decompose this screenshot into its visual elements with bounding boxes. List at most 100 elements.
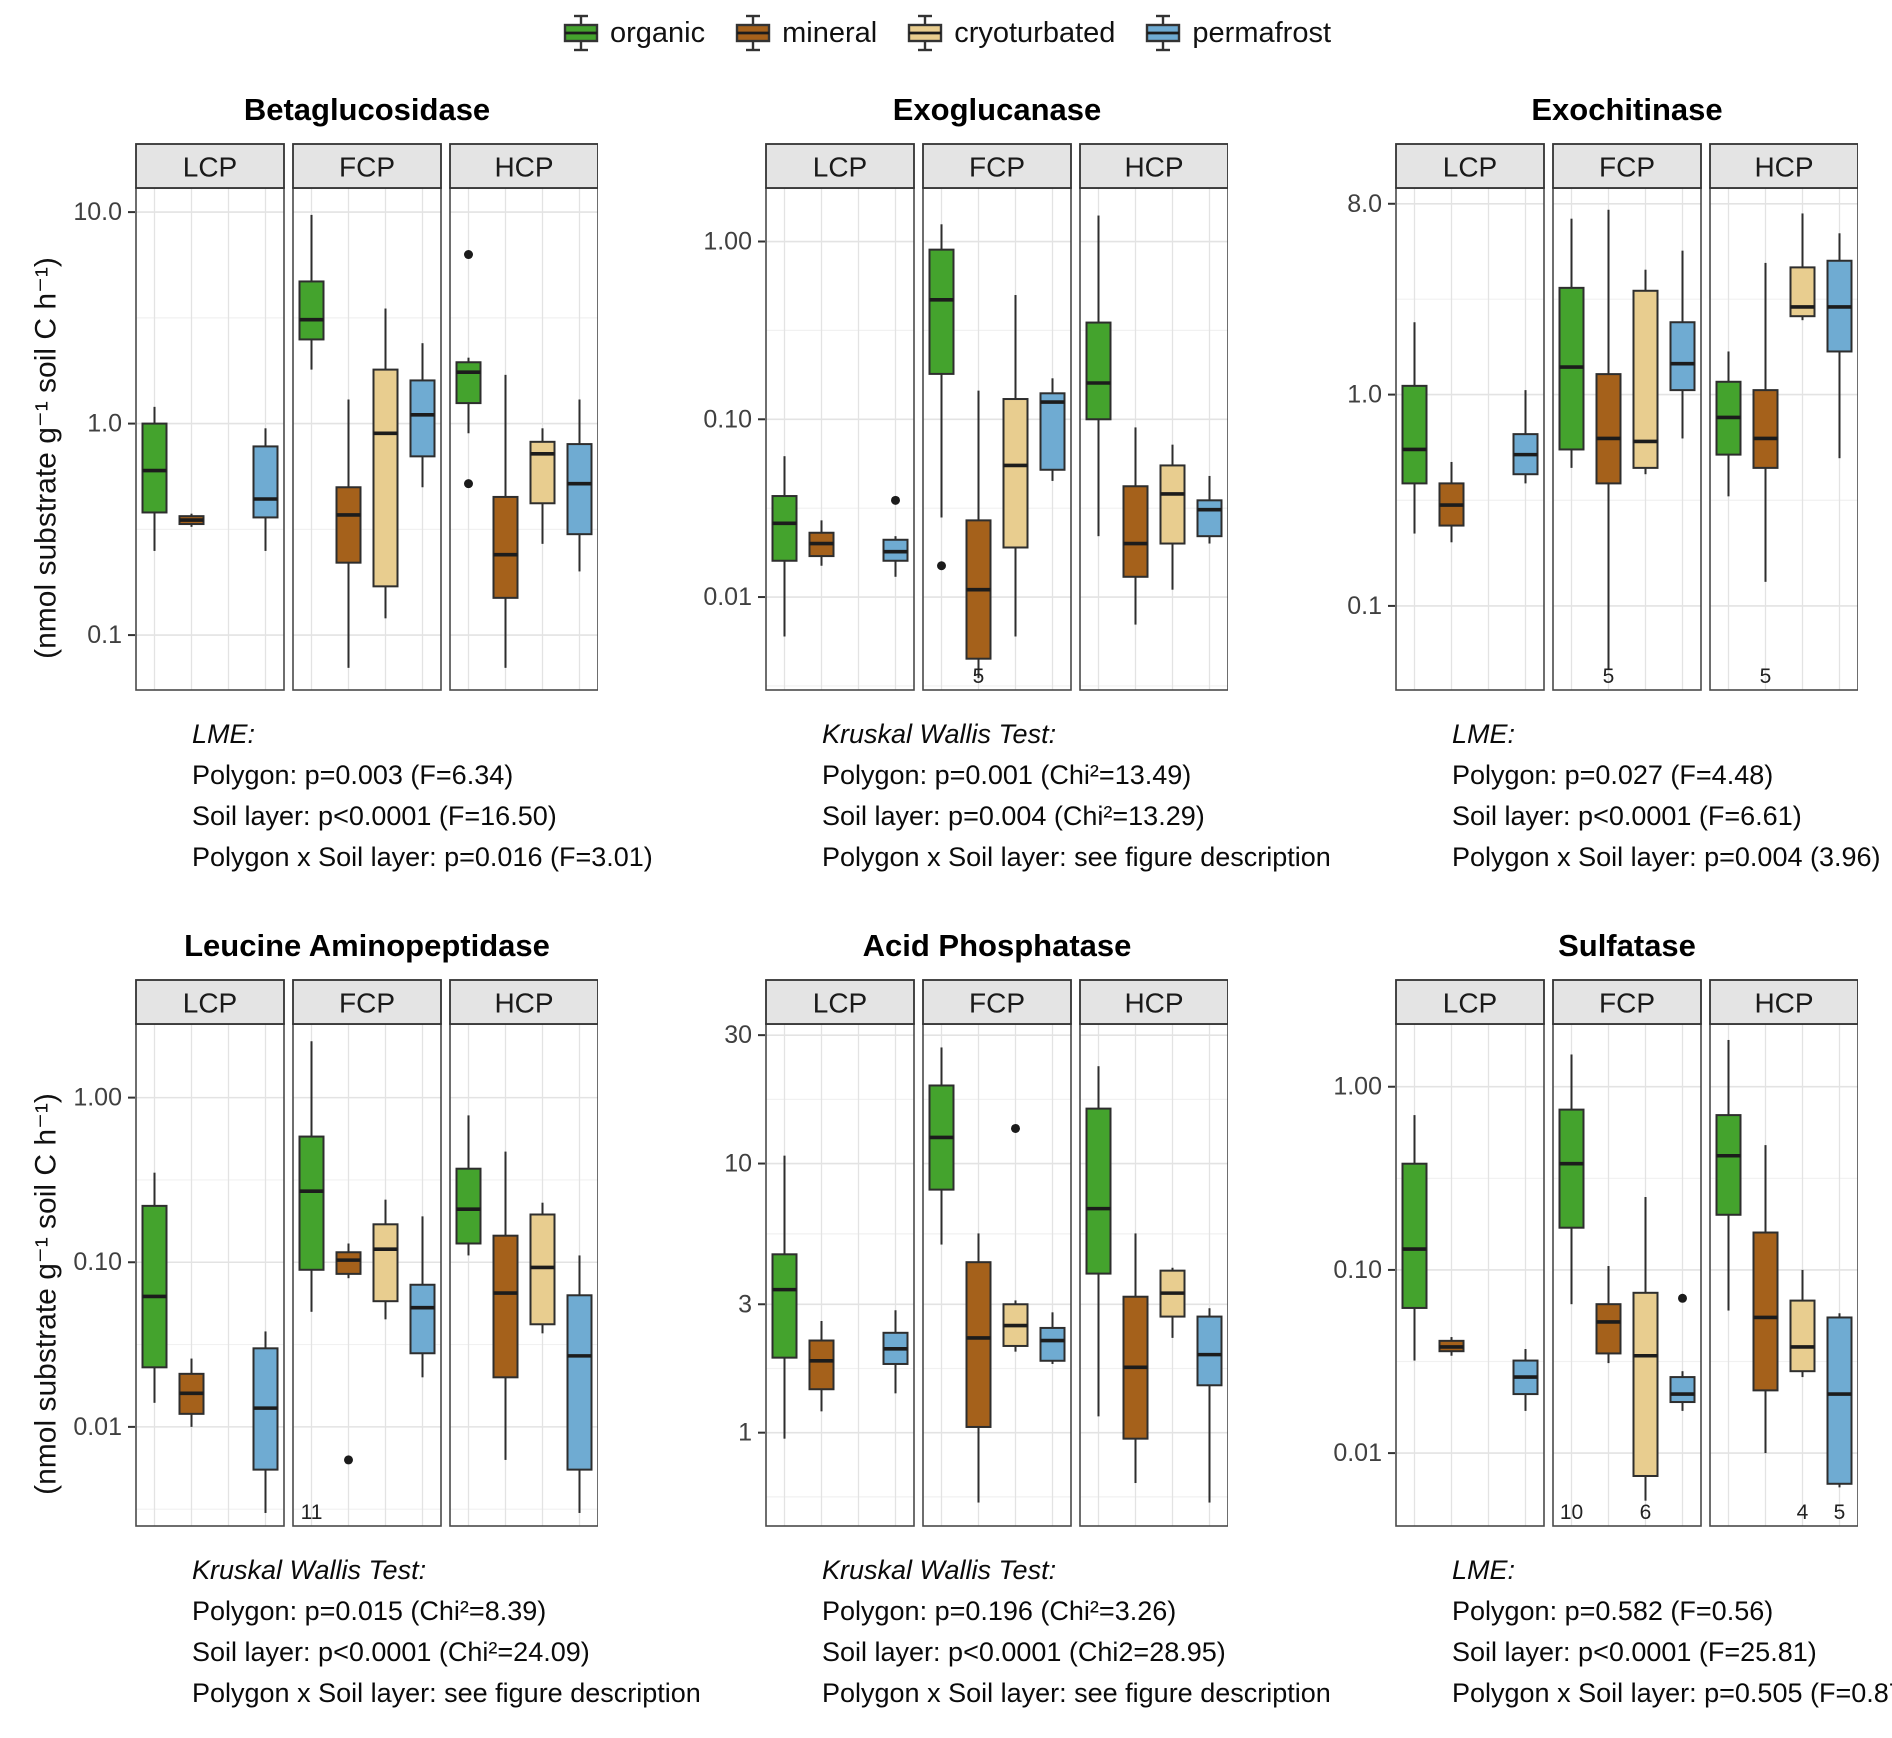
y-tick-label: 0.01 [1333, 1439, 1382, 1467]
y-tick-label: 1.0 [1347, 381, 1382, 409]
n-label: 5 [1760, 665, 1772, 688]
boxplot-mineral [492, 374, 519, 668]
boxplot-organic [298, 214, 325, 370]
facet-label: LCP [183, 988, 237, 1019]
chart-acid-phosphatase: Acid Phosphatase LCP 1 3 10 30 FCP HCP Kruskal W… [632, 894, 1331, 1714]
boxplot-cryoturbated [1002, 1124, 1029, 1352]
boxplot-cryoturbated [1159, 1267, 1186, 1339]
boxplot-mineral [335, 399, 362, 668]
legend-item-mineral: mineral [733, 13, 877, 53]
facet-label: HCP [1754, 152, 1813, 183]
y-tick-label: 1.00 [73, 1084, 122, 1112]
boxplot-permafrost [409, 343, 436, 488]
facet-label: LCP [1443, 988, 1497, 1019]
y-tick-label: 1.00 [703, 228, 752, 256]
boxplot-mineral [808, 520, 835, 566]
outlier-dot [464, 479, 473, 489]
facet-strip [1079, 979, 1228, 1026]
chart-exoglucanase: Exoglucanase LCP 0.01 0.10 1.00 5 FCP HCP Kruska… [632, 58, 1330, 878]
boxplot-permafrost [1512, 1349, 1539, 1412]
boxplot-mineral [1752, 262, 1779, 582]
y-tick-label: 0.10 [703, 405, 752, 433]
facet-label: LCP [813, 988, 867, 1019]
boxplot-permafrost [409, 1216, 436, 1378]
boxplot-mineral [965, 1233, 992, 1503]
facet-strip [1552, 143, 1702, 189]
outlier-dot [937, 561, 946, 571]
boxplot-organic [1085, 215, 1112, 537]
stats-block: Kruskal Wallis Test: Polygon: p=0.196 (Ch… [822, 1550, 1331, 1714]
facet-strip [1079, 143, 1228, 189]
boxplot-organic [141, 406, 168, 551]
facet-panel-fcp: 5 FCP [1552, 143, 1702, 691]
boxplot-mineral [178, 513, 205, 527]
permafrost-boxplot-swatch-icon [1146, 14, 1181, 52]
stats-block: LME: Polygon: p=0.003 (F=6.34) Soil layer:… [192, 714, 653, 878]
facet-label: HCP [1124, 988, 1183, 1019]
y-tick-label: 0.10 [1333, 1256, 1382, 1284]
boxplot-organic [298, 1041, 325, 1312]
boxplot-organic [141, 1172, 168, 1403]
legend-label: permafrost [1192, 16, 1332, 49]
boxplot-figure: LCP 1 3 10 30 FCP HCP [724, 979, 1228, 1527]
n-label: 11 [301, 1501, 323, 1524]
stats-block: LME: Polygon: p=0.582 (F=0.56) Soil layer:… [1452, 1550, 1892, 1714]
facet-label: LCP [1443, 152, 1497, 183]
y-tick-label: 1.00 [1333, 1073, 1382, 1101]
boxplot-permafrost [882, 1310, 909, 1394]
facet-strip [765, 979, 915, 1026]
boxplot-mineral [178, 1358, 205, 1428]
boxplot-mineral [1595, 1266, 1622, 1364]
facet-panel-lcp: LCP [1395, 979, 1545, 1527]
boxplot-organic [1715, 1040, 1742, 1311]
boxplot-cryoturbated [1789, 1270, 1816, 1378]
legend-item-cryoturbated: cryoturbated [905, 13, 1115, 53]
facet-strip [135, 143, 285, 189]
outlier-dot [1678, 1293, 1687, 1303]
cryoturbated-boxplot-swatch-icon [908, 14, 943, 52]
stats-test-name: Kruskal Wallis Test: [192, 1555, 427, 1586]
boxplot-organic [771, 1155, 798, 1439]
boxplot-permafrost [1669, 250, 1696, 439]
chart-betaglucosidase: (nmol substrate g⁻¹ soil C h⁻¹) Betagluco… [2, 58, 653, 878]
y-tick-label: 30 [724, 1021, 752, 1049]
boxplot-organic [1558, 218, 1585, 468]
y-tick-label: 0.10 [73, 1248, 122, 1276]
boxplot-permafrost [566, 1255, 593, 1514]
y-tick-label: 1.0 [87, 410, 122, 438]
boxplot-permafrost [1826, 233, 1853, 459]
facet-panel-hcp: 5 HCP [1709, 143, 1858, 691]
boxplot-permafrost [1512, 390, 1539, 484]
facet-label: HCP [1754, 988, 1813, 1019]
stats-test-name: Kruskal Wallis Test: [822, 1555, 1057, 1586]
facet-panel-lcp: LCP [1395, 143, 1545, 691]
boxplot-organic [1401, 1115, 1428, 1361]
facet-panel-fcp: 11 FCP [292, 979, 442, 1527]
chart-leucine-aminopeptidase: (nmol substrate g⁻¹ soil C h⁻¹) Leucine A… [2, 894, 701, 1714]
boxplot-mineral [1595, 209, 1622, 670]
y-tick-label: 0.1 [87, 621, 122, 649]
facet-label: HCP [494, 988, 553, 1019]
stats-block: Kruskal Wallis Test: Polygon: p=0.015 (Ch… [192, 1550, 701, 1714]
y-tick-label: 0.1 [1347, 592, 1382, 620]
stats-line: Polygon x Soil layer: p=0.505 (F=0.87) [1452, 1678, 1892, 1709]
facet-label: FCP [969, 152, 1025, 183]
boxplot-permafrost [882, 495, 909, 577]
y-tick-label: 8.0 [1347, 190, 1382, 218]
y-axis-label: (nmol substrate g⁻¹ soil C h⁻¹) [29, 1093, 63, 1496]
facet-strip [292, 143, 442, 189]
facet-strip [1395, 143, 1545, 189]
stats-line: Soil layer: p<0.0001 (F=6.61) [1452, 801, 1802, 832]
facet-label: LCP [183, 152, 237, 183]
facet-panel-lcp: LCP [135, 143, 285, 691]
boxplot-organic [771, 456, 798, 637]
stats-line: Soil layer: p<0.0001 (Chi²=24.09) [192, 1637, 590, 1668]
facet-panel-fcp: 10 6 FCP [1552, 979, 1702, 1527]
boxplot-figure: LCP 0.1 1.0 10.0 FCP HCP [73, 143, 598, 691]
n-label: 4 [1797, 1501, 1809, 1524]
facet-label: HCP [1124, 152, 1183, 183]
y-tick-label: 10 [724, 1150, 752, 1178]
stats-line: Polygon x Soil layer: p=0.004 (3.96) [1452, 842, 1881, 873]
facet-panel-hcp: HCP [1079, 143, 1228, 691]
stats-test-name: LME: [1452, 1555, 1516, 1586]
